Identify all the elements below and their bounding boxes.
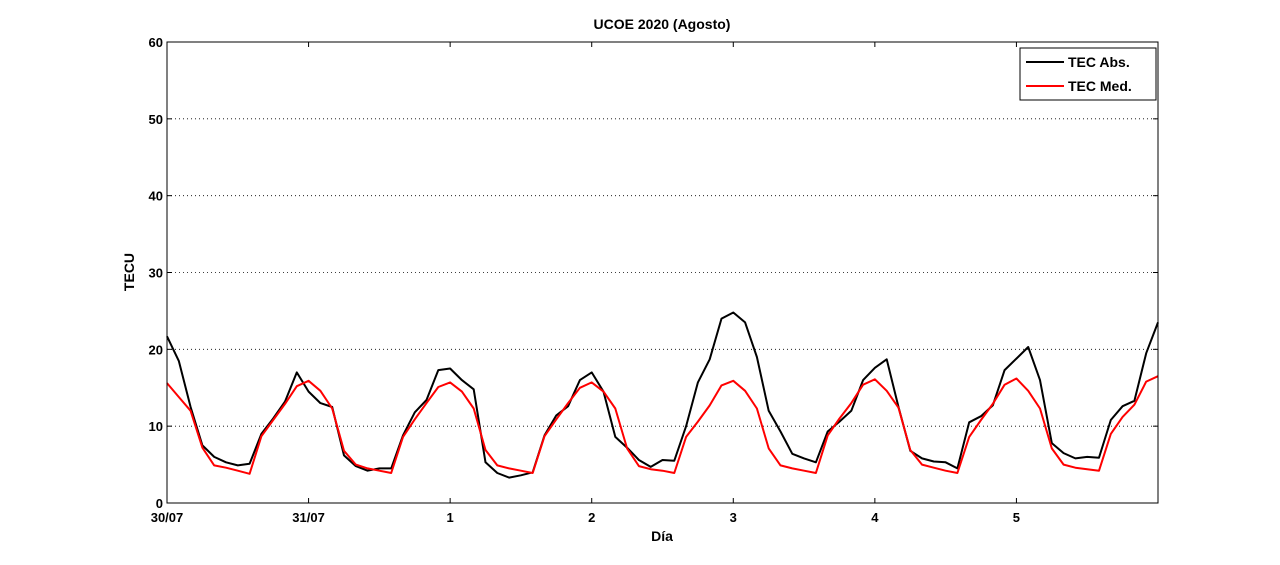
- y-tick-label: 20: [149, 342, 163, 357]
- y-tick-label: 10: [149, 419, 163, 434]
- axis-ticks: 0 10 20 30 40 50 60 30/07 31/07 1 2 3 4 5: [149, 35, 1158, 525]
- x-tick-label: 1: [447, 510, 454, 525]
- y-tick-label: 60: [149, 35, 163, 50]
- x-tick-label: 4: [871, 510, 879, 525]
- series-layer: [166, 311, 1159, 479]
- legend: TEC Abs. TEC Med.: [1019, 47, 1157, 101]
- y-tick-label: 40: [149, 189, 163, 204]
- y-tick-label: 30: [149, 266, 163, 281]
- series-line-tec-med: [166, 375, 1159, 475]
- y-axis-label: TECU: [121, 253, 137, 291]
- y-tick-label: 0: [156, 496, 163, 511]
- chart-title: UCOE 2020 (Agosto): [594, 16, 731, 32]
- x-tick-label: 3: [730, 510, 737, 525]
- legend-label: TEC Abs.: [1068, 54, 1130, 70]
- legend-box: [1019, 47, 1157, 101]
- x-tick-label: 30/07: [151, 510, 184, 525]
- x-axis-label: Día: [651, 528, 673, 544]
- y-tick-label: 50: [149, 112, 163, 127]
- x-tick-label: 5: [1013, 510, 1020, 525]
- x-tick-label: 2: [588, 510, 595, 525]
- legend-label: TEC Med.: [1068, 78, 1132, 94]
- x-tick-label: 31/07: [292, 510, 325, 525]
